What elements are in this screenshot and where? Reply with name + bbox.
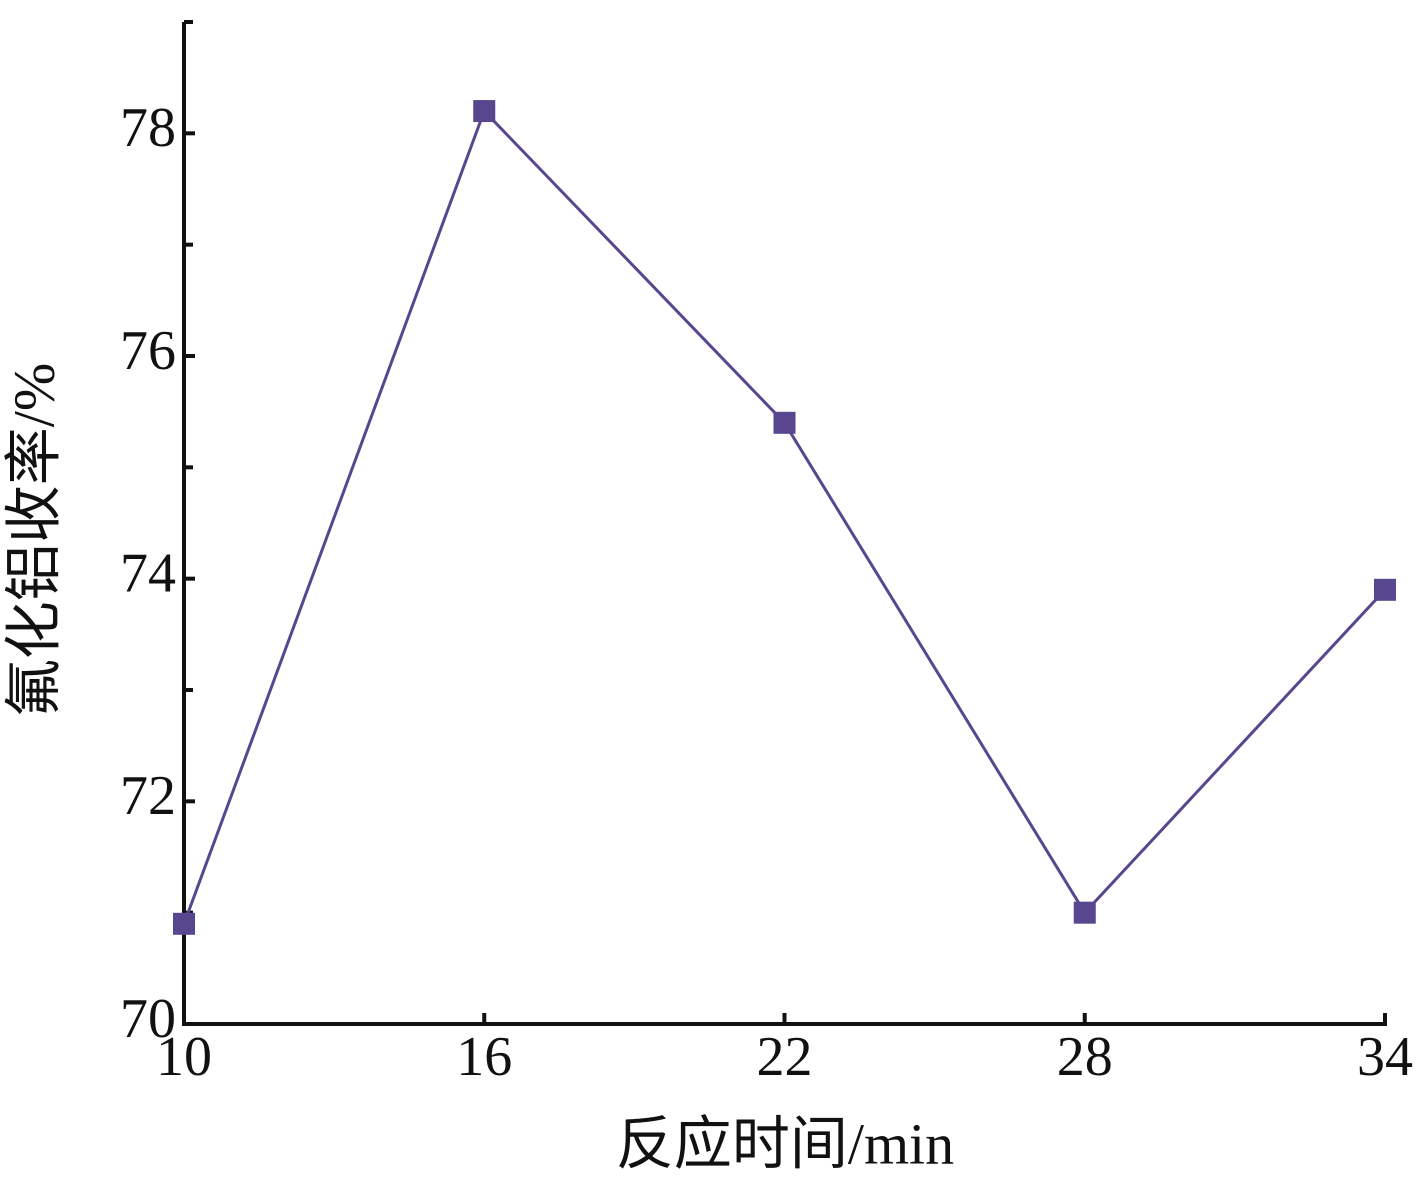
x-tick-label: 28 [1057,1026,1113,1088]
marker [1374,578,1396,601]
y-axis-label: 氟化铝收率/% [1,363,66,717]
marker [473,100,496,123]
y-tick-label: 74 [120,543,176,605]
marker [1073,901,1096,924]
y-tick-label: 78 [120,97,176,159]
y-tick-label: 72 [120,765,176,827]
line [182,108,1387,925]
x-tick-label: 34 [1357,1026,1413,1088]
x-tick-label: 16 [456,1026,512,1088]
x-tick-label: 22 [757,1026,813,1088]
y-tick-label: 70 [120,988,176,1050]
x-tick-label: 10 [156,1026,212,1088]
marker [773,411,796,434]
y-tick-label: 76 [120,320,176,382]
x-axis-label: 反应时间/min [616,1111,954,1176]
marker [173,912,195,935]
